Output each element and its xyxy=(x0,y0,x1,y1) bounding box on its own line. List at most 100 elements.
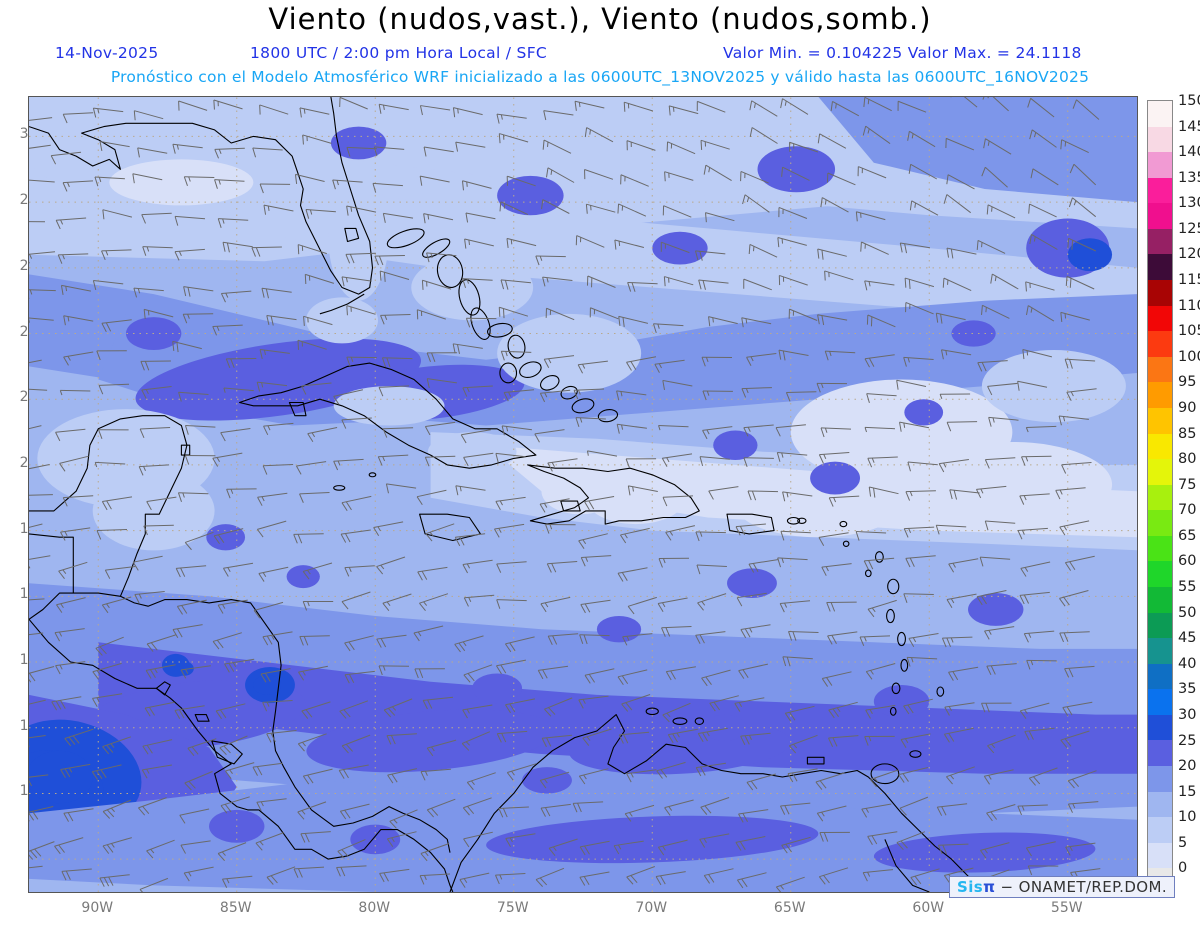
wind-barb xyxy=(743,424,774,437)
wind-barb xyxy=(709,695,739,712)
wind-barb xyxy=(256,520,287,538)
wind-barb xyxy=(662,205,692,218)
wind-barb xyxy=(946,174,975,190)
wind-barb xyxy=(226,488,257,499)
shade-blob xyxy=(873,832,1096,873)
wind-barb xyxy=(55,217,87,230)
wind-barb xyxy=(505,636,535,653)
shade-blob xyxy=(497,175,564,216)
wind-barb xyxy=(614,239,645,250)
wind-barb xyxy=(626,769,657,783)
wind-barb xyxy=(258,566,289,582)
wind-barb xyxy=(905,555,936,568)
wind-barb xyxy=(341,276,372,287)
wind-barb xyxy=(700,797,730,815)
wind-barb xyxy=(867,831,898,845)
wind-barb xyxy=(1025,425,1057,433)
wind-barb xyxy=(217,599,248,614)
wind-barb xyxy=(212,324,243,336)
wind-barb xyxy=(376,556,406,575)
shade-blob xyxy=(109,159,254,206)
coastline-island xyxy=(864,569,872,578)
wind-barb xyxy=(862,869,894,882)
x-tick-80W: 80W xyxy=(358,900,391,916)
wind-barb xyxy=(736,592,767,607)
wind-barb xyxy=(666,141,696,155)
wind-barb xyxy=(864,354,895,368)
wind-barb xyxy=(102,736,132,755)
coastline-island xyxy=(874,551,884,563)
wind-barb xyxy=(625,458,657,469)
wind-barb xyxy=(543,355,575,369)
wind-barb xyxy=(1029,234,1058,250)
wind-barb xyxy=(1068,197,1097,218)
shade-blob xyxy=(427,432,517,472)
wind-barb xyxy=(741,317,772,328)
wind-barb xyxy=(455,485,486,496)
wind-barb xyxy=(222,241,253,253)
wind-barb xyxy=(900,733,931,748)
wind-barb xyxy=(187,738,217,757)
colorbar-tick-45: 45 xyxy=(1178,630,1197,647)
wind-barb xyxy=(172,143,203,154)
wind-barb xyxy=(908,163,938,180)
coastline-island xyxy=(597,409,619,423)
wind-barb xyxy=(498,306,529,319)
wind-barb xyxy=(1021,455,1052,466)
wind-barb xyxy=(302,562,333,580)
wind-barb xyxy=(908,633,939,647)
wind-barb xyxy=(498,133,529,144)
wind-barb xyxy=(137,147,168,158)
wind-barb xyxy=(420,843,450,862)
coastline xyxy=(211,740,243,765)
wind-barb xyxy=(618,731,650,744)
wind-barb xyxy=(545,307,575,321)
wind-barb xyxy=(1025,281,1055,292)
colorbar-cell-100 xyxy=(1148,356,1172,383)
coastline xyxy=(449,714,986,892)
colorbar-cell-120 xyxy=(1148,254,1172,281)
wind-barb xyxy=(702,390,733,401)
wind-barb xyxy=(29,632,44,637)
wind-barb xyxy=(697,727,728,742)
wind-barb xyxy=(535,867,565,887)
wind-barb xyxy=(1022,349,1053,360)
wind-barb xyxy=(897,100,927,113)
wind-barb xyxy=(1060,730,1090,748)
colorbar-cell-75 xyxy=(1148,484,1172,511)
wind-barb xyxy=(340,529,371,543)
colorbar-tick-105: 105 xyxy=(1178,323,1200,340)
wind-barb xyxy=(865,663,896,680)
wind-barb xyxy=(935,312,966,324)
wind-barb xyxy=(738,809,769,823)
wind-barb xyxy=(29,865,43,871)
wind-barb xyxy=(775,424,806,437)
coastline xyxy=(560,500,581,512)
wind-barb xyxy=(540,803,571,817)
wind-barb xyxy=(465,317,497,328)
wind-barb xyxy=(779,600,811,613)
wind-barb xyxy=(537,665,569,680)
wind-barb xyxy=(863,557,895,570)
wind-barb xyxy=(63,315,94,326)
wind-barb xyxy=(695,762,726,777)
wind-barb xyxy=(222,562,254,577)
wind-barb xyxy=(950,97,978,108)
wind-barb xyxy=(543,110,574,121)
wind-barb xyxy=(857,166,887,179)
coastline xyxy=(29,97,374,295)
shade-blob xyxy=(286,565,320,589)
wind-barb xyxy=(621,694,651,712)
wind-barb xyxy=(575,235,605,248)
wind-barb xyxy=(345,252,376,264)
wind-barb xyxy=(828,735,859,747)
wind-barb xyxy=(423,213,454,224)
x-tick-60W: 60W xyxy=(912,900,945,916)
wind-barb xyxy=(102,209,133,220)
wind-barb xyxy=(983,769,1014,785)
wind-barb xyxy=(138,797,167,816)
wind-barb xyxy=(658,557,690,568)
wind-barb xyxy=(946,766,975,785)
weather-map-plot[interactable] xyxy=(28,96,1138,893)
coastline xyxy=(29,415,188,620)
